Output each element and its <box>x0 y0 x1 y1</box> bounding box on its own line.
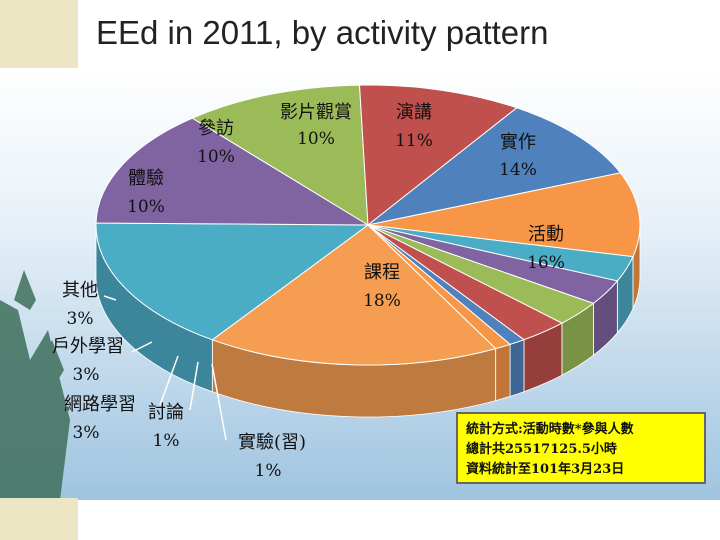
page-title: EEd in 2011, by activity pattern <box>96 14 549 51</box>
pie-slice-side-12 <box>495 343 511 402</box>
slice-label-8: 其他 <box>62 280 98 301</box>
note-line-2: 總計共25517125.5小時 <box>466 442 617 457</box>
pie-slice-3 <box>191 84 369 226</box>
slice-value-1: 16% <box>527 253 565 273</box>
corner-decoration <box>0 0 78 68</box>
slice-label-2: 實作 <box>500 132 536 153</box>
slice-value-11: 1% <box>153 431 180 451</box>
leader-line-12 <box>211 363 227 441</box>
slice-label-5: 參訪 <box>198 118 234 139</box>
slice-value-3: 11% <box>395 131 433 151</box>
slice-value-6: 10% <box>127 197 165 217</box>
leader-line-8 <box>103 295 117 301</box>
pie-slice-4 <box>358 84 518 226</box>
pie-slice-6 <box>367 172 641 258</box>
note-line-3: 資料統計至101年3月23日 <box>466 462 625 477</box>
slice-label-0: 課程 <box>364 262 400 283</box>
slice-value-12: 1% <box>255 461 282 481</box>
pie-slice-side-11 <box>509 339 525 397</box>
slice-label-3: 演講 <box>396 102 432 123</box>
pie-labels: 課程 18% 活動 16% 實作 14% 演講 11% 影片觀賞 10% 參訪 10% 體驗 10% 其他 3… <box>52 102 565 481</box>
leader-line-11 <box>189 361 199 411</box>
slice-value-4: 10% <box>297 129 335 149</box>
slice-label-12: 實驗(習) <box>238 432 306 453</box>
tree-silhouette <box>0 270 70 500</box>
note-box: 統計方式:活動時數*參與人數 總計共25517125.5小時 資料統計至101年… <box>456 412 706 484</box>
leader-line-10 <box>159 355 179 406</box>
slice-value-5: 10% <box>197 147 235 167</box>
leader-line-9 <box>131 341 153 353</box>
slice-label-9: 戶外學習 <box>52 336 124 357</box>
pie-top <box>95 84 641 366</box>
pie-depth <box>95 224 641 418</box>
slice-value-8: 3% <box>67 309 94 329</box>
pie-slice-12 <box>367 224 512 350</box>
slice-value-9: 3% <box>73 365 100 385</box>
pie-slice-5 <box>367 107 622 226</box>
slice-label-11: 討論 <box>148 402 184 423</box>
slice-value-10: 3% <box>73 423 100 443</box>
slice-label-1: 活動 <box>528 224 564 245</box>
pie-slice-2 <box>95 117 370 226</box>
pie-slice-1 <box>95 222 370 341</box>
slice-label-4: 影片觀賞 <box>280 102 352 123</box>
slice-value-2: 14% <box>499 160 537 180</box>
pie-slice-0 <box>211 224 497 366</box>
corner-decoration <box>0 498 78 540</box>
slice-value-0: 18% <box>363 291 401 311</box>
slice-label-10: 網路學習 <box>64 394 136 415</box>
note-line-1: 統計方式:活動時數*參與人數 <box>466 422 634 437</box>
slice-label-6: 體驗 <box>128 168 164 189</box>
